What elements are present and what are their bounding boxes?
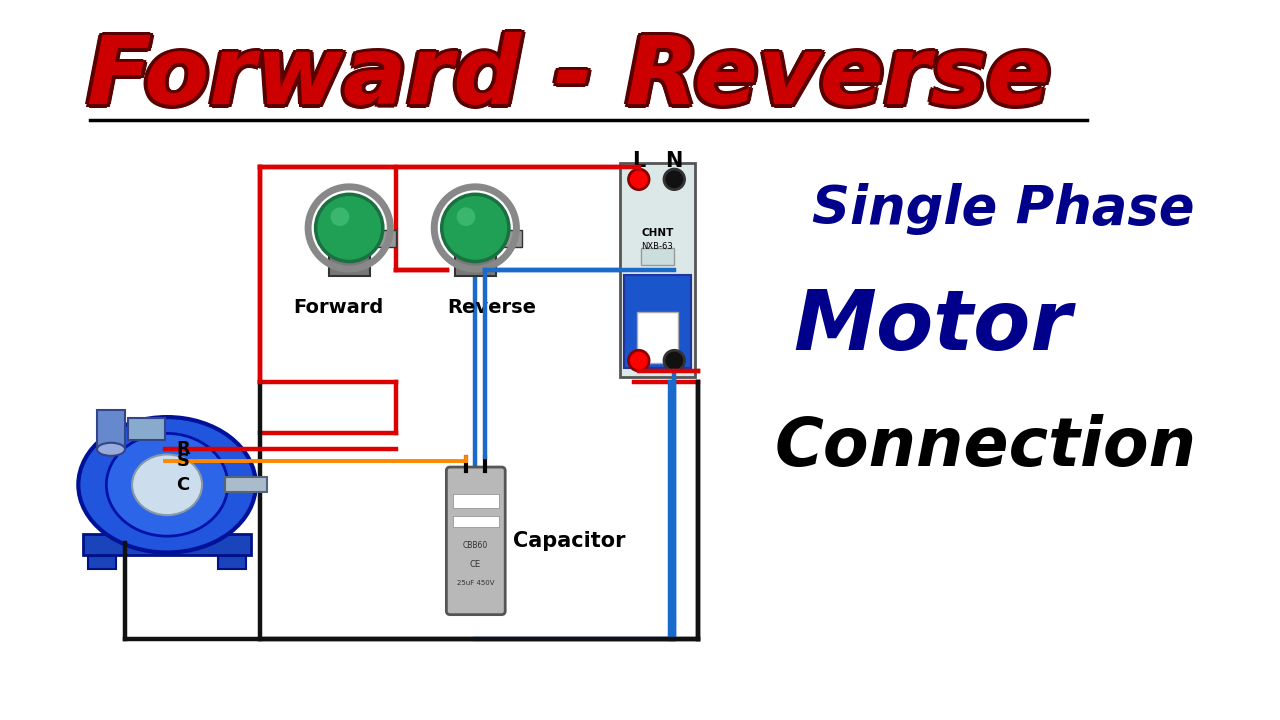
- Text: Forward - Reverse: Forward - Reverse: [87, 32, 1051, 125]
- Bar: [329, 248, 370, 276]
- Text: Single Phase: Single Phase: [812, 183, 1194, 235]
- Bar: [495, 230, 522, 247]
- Circle shape: [330, 207, 349, 226]
- Text: Forward - Reverse: Forward - Reverse: [91, 32, 1055, 125]
- Text: Forward - Reverse: Forward - Reverse: [90, 30, 1053, 122]
- Text: CHNT: CHNT: [641, 228, 673, 238]
- Bar: [623, 274, 691, 368]
- Circle shape: [442, 194, 509, 261]
- Text: Forward - Reverse: Forward - Reverse: [88, 35, 1052, 126]
- Text: Connection: Connection: [774, 415, 1197, 480]
- Text: Forward - Reverse: Forward - Reverse: [90, 35, 1053, 127]
- Circle shape: [664, 169, 685, 189]
- Circle shape: [628, 169, 649, 189]
- Text: Reverse: Reverse: [447, 298, 536, 317]
- Bar: [225, 477, 268, 492]
- Text: Forward - Reverse: Forward - Reverse: [84, 35, 1048, 127]
- Bar: [370, 230, 396, 247]
- Text: Forward - Reverse: Forward - Reverse: [84, 30, 1048, 122]
- Bar: [87, 556, 115, 569]
- Text: CBB60: CBB60: [462, 541, 488, 550]
- Text: Forward - Reverse: Forward - Reverse: [84, 35, 1048, 126]
- Circle shape: [457, 207, 475, 226]
- Bar: [454, 248, 495, 276]
- Text: L: L: [632, 150, 645, 171]
- Bar: [453, 494, 499, 508]
- Ellipse shape: [78, 417, 256, 552]
- Bar: [620, 163, 695, 377]
- Text: Forward - Reverse: Forward - Reverse: [87, 29, 1051, 121]
- Ellipse shape: [97, 443, 125, 456]
- Text: C: C: [177, 476, 189, 494]
- Circle shape: [664, 351, 685, 371]
- Text: Forward - Reverse: Forward - Reverse: [84, 30, 1048, 122]
- Circle shape: [628, 351, 649, 371]
- Text: Forward: Forward: [293, 298, 384, 317]
- Ellipse shape: [132, 454, 202, 515]
- Text: Forward - Reverse: Forward - Reverse: [88, 30, 1052, 122]
- Bar: [97, 410, 125, 449]
- Text: 25uF 450V: 25uF 450V: [457, 580, 494, 586]
- Bar: [219, 556, 247, 569]
- Text: S: S: [177, 452, 189, 470]
- Text: CE: CE: [470, 559, 481, 569]
- Bar: [83, 534, 251, 555]
- Text: NXB-63: NXB-63: [641, 242, 673, 251]
- FancyBboxPatch shape: [447, 467, 506, 615]
- Bar: [641, 248, 675, 265]
- Text: R: R: [177, 441, 191, 459]
- Text: Forward - Reverse: Forward - Reverse: [87, 36, 1051, 128]
- Text: Forward - Reverse: Forward - Reverse: [83, 32, 1047, 125]
- Text: N: N: [666, 150, 684, 171]
- Text: Capacitor: Capacitor: [513, 531, 625, 551]
- Circle shape: [316, 194, 383, 261]
- Bar: [453, 516, 499, 527]
- Bar: [128, 418, 165, 440]
- Ellipse shape: [106, 433, 228, 536]
- Text: Motor: Motor: [792, 286, 1071, 366]
- Bar: [637, 312, 678, 364]
